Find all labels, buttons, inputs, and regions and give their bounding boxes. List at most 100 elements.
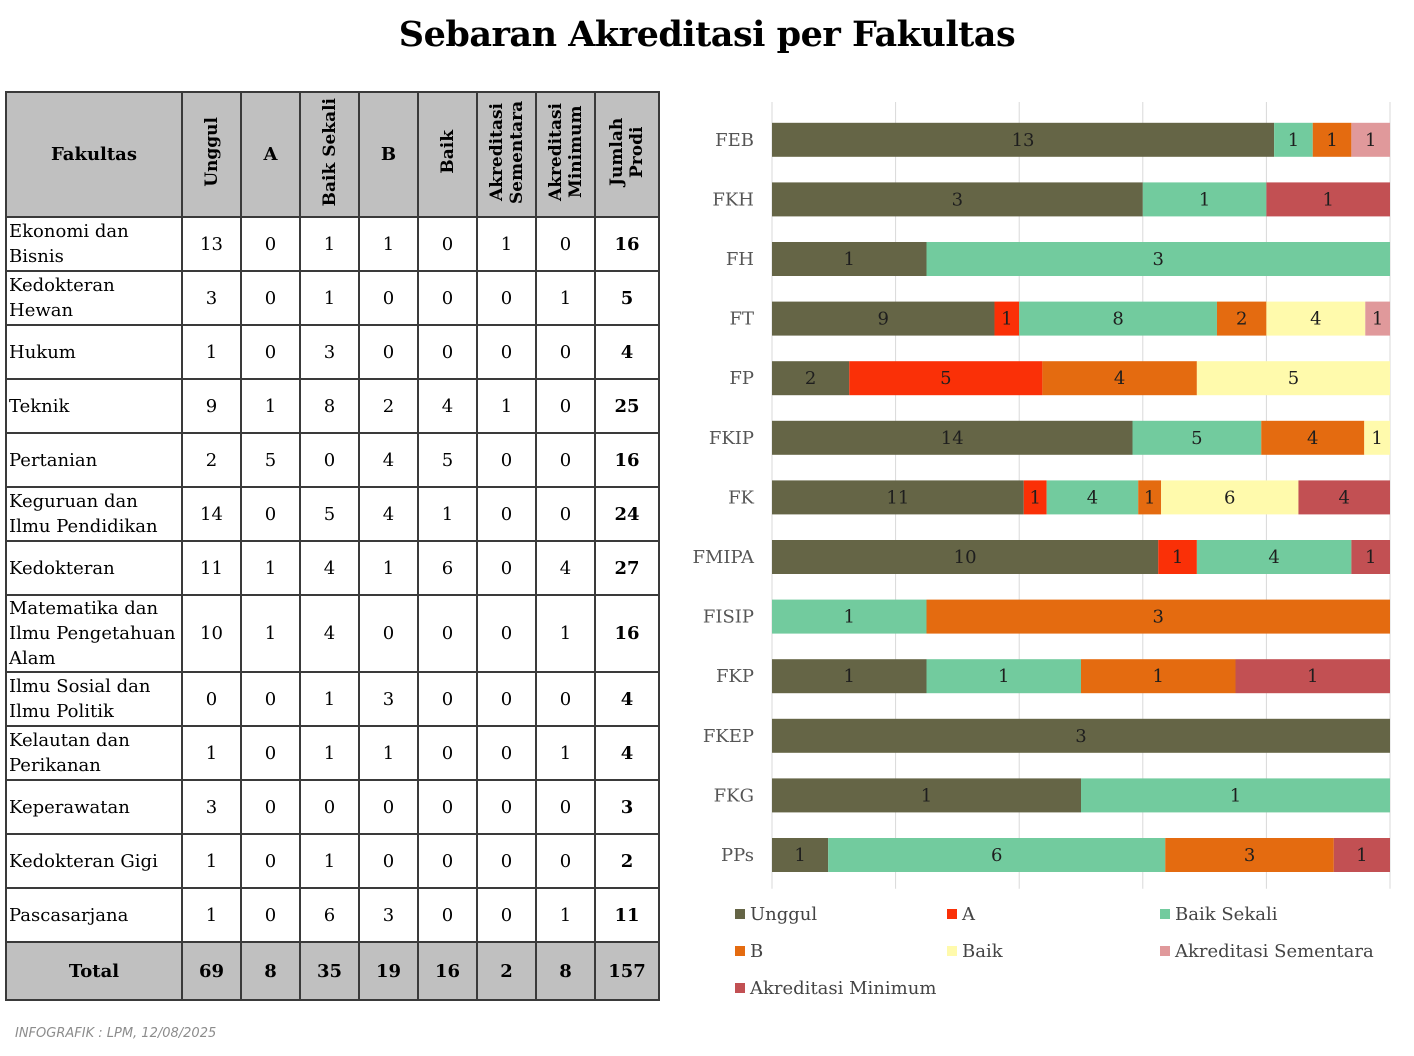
table-cell: 0 — [476, 486, 537, 542]
header-baik-sekali: Baik Sekali — [299, 91, 360, 218]
fakultas-name: Kedokteran Gigi — [5, 833, 183, 889]
bar-segment — [772, 659, 927, 694]
data-label: 9 — [878, 309, 889, 330]
bar-segment — [1138, 480, 1162, 515]
fakultas-name: Teknik — [5, 378, 183, 434]
table-row: Keperawatan 3 0 0 0 0 0 0 3 — [5, 779, 660, 835]
bar-segment — [1023, 480, 1047, 515]
table-cell: 2 — [358, 378, 419, 434]
data-label: 5 — [1191, 428, 1202, 449]
table-cell: 10 — [181, 594, 242, 673]
table-cell: 0 — [535, 486, 596, 542]
table-cell: 1 — [299, 270, 360, 326]
data-label: 1 — [1230, 785, 1241, 806]
total-cell: 35 — [299, 941, 360, 1001]
bar-segment — [1364, 420, 1390, 455]
table-cell: 4 — [535, 540, 596, 596]
legend-swatch — [947, 946, 957, 956]
data-label: 1 — [921, 785, 932, 806]
fakultas-name: Kedokteran Hewan — [5, 270, 183, 326]
total-cell: 2 — [476, 941, 537, 1001]
table-cell: 0 — [358, 594, 419, 673]
table-cell: 6 — [299, 887, 360, 943]
table-row: Kelautan dan Perikanan 1 0 1 1 0 0 1 4 — [5, 725, 660, 781]
bar-segment — [1042, 361, 1197, 396]
table-cell: 0 — [417, 725, 478, 781]
table-cell: 0 — [417, 887, 478, 943]
data-label: 3 — [1075, 726, 1086, 747]
category-label: FH — [726, 249, 754, 270]
bar-segment — [772, 361, 850, 396]
legend-swatch — [947, 909, 957, 919]
category-label: FEB — [715, 130, 754, 151]
bar-segment — [1081, 659, 1236, 694]
total-cell: 19 — [358, 941, 419, 1001]
jumlah-prodi-cell: 27 — [594, 540, 660, 596]
legend-item: Akreditasi Minimum — [735, 978, 936, 999]
data-label: 10 — [954, 547, 977, 568]
bar-segment — [1274, 122, 1313, 157]
data-label: 1 — [1199, 189, 1210, 210]
data-label: 6 — [1224, 487, 1235, 508]
data-label: 8 — [1112, 309, 1123, 330]
table-row: Kedokteran Hewan 3 0 1 0 0 0 1 5 — [5, 270, 660, 326]
bar-segment — [1266, 301, 1366, 336]
data-label: 2 — [1236, 309, 1247, 330]
table-cell: 0 — [417, 833, 478, 889]
table-cell: 1 — [476, 216, 537, 272]
jumlah-prodi-cell: 16 — [594, 216, 660, 272]
table-cell: 1 — [181, 887, 242, 943]
table-cell: 4 — [358, 432, 419, 488]
table-cell: 0 — [476, 432, 537, 488]
bar-segment — [1132, 420, 1262, 455]
data-label: 4 — [1338, 487, 1349, 508]
table-row: Ekonomi dan Bisnis 13 0 1 1 0 1 0 16 — [5, 216, 660, 272]
table-row: Ilmu Sosial dan Ilmu Politik 0 0 1 3 0 0 0 4 — [5, 671, 660, 727]
legend-label: B — [750, 941, 764, 962]
table-row: Kedokteran 11 1 4 1 6 0 4 27 — [5, 540, 660, 596]
data-label: 4 — [1087, 487, 1098, 508]
bar-segment — [1196, 540, 1352, 574]
bar-segment — [1019, 301, 1217, 336]
jumlah-prodi-cell: 25 — [594, 378, 660, 434]
bar-segment — [1266, 182, 1390, 217]
table-cell: 1 — [299, 671, 360, 727]
bar-segment — [772, 599, 927, 634]
category-label: FK — [728, 487, 754, 508]
fakultas-name: Hukum — [5, 324, 183, 380]
table-row: Kedokteran Gigi 1 0 1 0 0 0 0 2 — [5, 833, 660, 889]
bar-segment — [772, 301, 995, 336]
footnote: INFOGRAFIK : LPM, 12/08/2025 — [15, 1026, 217, 1041]
table-cell: 0 — [417, 594, 478, 673]
category-label: FT — [730, 309, 755, 330]
table-cell: 0 — [358, 833, 419, 889]
legend-item: A — [947, 904, 975, 925]
table-row: Teknik 9 1 8 2 4 1 0 25 — [5, 378, 660, 434]
jumlah-prodi-cell: 2 — [594, 833, 660, 889]
category-label: FKIP — [709, 428, 754, 449]
total-cell: 69 — [181, 941, 242, 1001]
data-label: 1 — [794, 845, 805, 866]
table-row: Pascasarjana 1 0 6 3 0 0 1 11 — [5, 887, 660, 943]
total-label: Total — [5, 941, 183, 1001]
table-cell: 1 — [358, 540, 419, 596]
bar-segment — [1333, 838, 1390, 872]
data-label: 13 — [1012, 130, 1035, 151]
total-cell: 8 — [535, 941, 596, 1001]
table-cell: 0 — [476, 887, 537, 943]
table-cell: 0 — [240, 270, 301, 326]
legend-swatch — [1160, 946, 1170, 956]
category-label: FKH — [712, 189, 754, 210]
table-cell: 4 — [417, 378, 478, 434]
bar-segment — [772, 718, 1390, 753]
table-cell: 0 — [476, 594, 537, 673]
data-label: 2 — [805, 368, 816, 389]
category-label: FMIPA — [693, 547, 755, 568]
bar-segment — [926, 659, 1081, 694]
fakultas-name: Pascasarjana — [5, 887, 183, 943]
bar-segment — [772, 242, 927, 276]
table-cell: 0 — [240, 779, 301, 835]
table-cell: 1 — [240, 378, 301, 434]
data-label: 5 — [940, 368, 951, 389]
table-cell: 1 — [358, 216, 419, 272]
